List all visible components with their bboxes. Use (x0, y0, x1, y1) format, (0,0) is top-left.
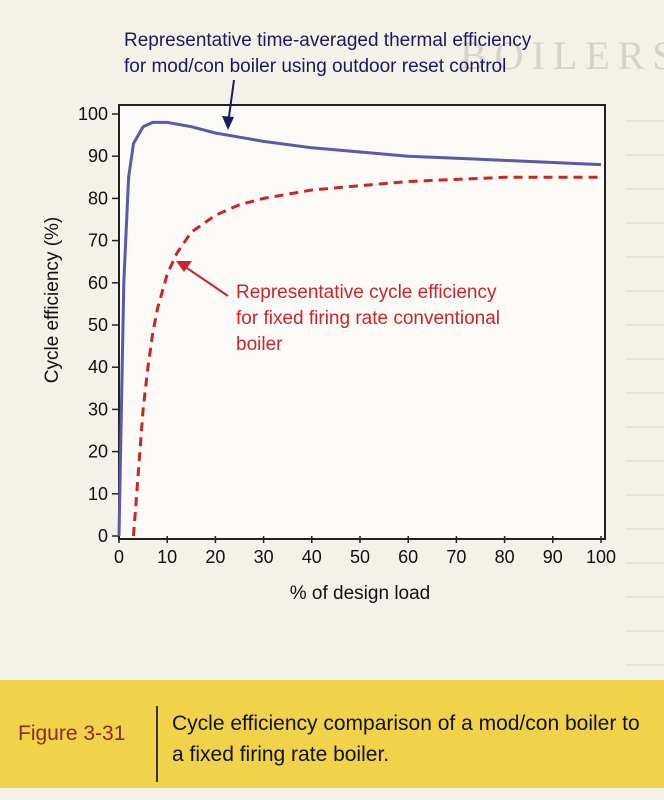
fixed-arrow (183, 265, 229, 297)
x-axis-label: % of design load (290, 583, 431, 604)
fixed-firing-efficiency-line (132, 175, 601, 537)
modcon-arrowhead (222, 116, 234, 130)
y-tick-label: 20 (88, 442, 108, 462)
efficiency-chart: 0 10 20 30 40 50 60 70 80 90 100 0 10 20 30 40 50 60 70 80 9… (42, 30, 616, 604)
x-tick-label: 70 (446, 547, 466, 567)
caption-divider (156, 706, 158, 782)
y-tick-label: 50 (88, 315, 108, 335)
x-tick-label: 80 (495, 547, 515, 567)
modcon-annotation-line2: for mod/con boiler using outdoor reset c… (124, 56, 506, 77)
fixed-annotation: Representative cycle efficiency for fixe… (176, 261, 500, 355)
x-tick-label: 90 (543, 547, 563, 567)
modcon-annotation-line1: Representative time-averaged thermal eff… (124, 30, 532, 51)
caption-band (0, 680, 664, 788)
y-tick-label: 90 (88, 146, 108, 166)
y-tick-label: 100 (78, 104, 108, 124)
y-tick-label: 60 (88, 273, 108, 293)
y-axis-label: Cycle efficiency (%) (42, 217, 63, 383)
y-tick-label: 70 (88, 231, 108, 251)
fixed-annotation-line1: Representative cycle efficiency (236, 282, 497, 303)
y-tick-label: 10 (88, 484, 108, 504)
fixed-annotation-line2: for fixed firing rate conventional (236, 308, 500, 329)
plot-area (118, 104, 606, 540)
y-tick-label: 40 (88, 357, 108, 377)
figure-caption: Cycle efficiency comparison of a mod/con… (172, 712, 640, 766)
x-tick-label: 20 (205, 547, 225, 567)
modcon-efficiency-line (117, 120, 602, 537)
y-tick-label: 30 (88, 399, 108, 419)
x-tick-label: 100 (586, 547, 616, 567)
x-tick-label: 60 (398, 547, 418, 567)
background-text-texture (626, 120, 664, 680)
modcon-annotation: Representative time-averaged thermal eff… (124, 30, 532, 130)
figure-number: Figure 3-31 (18, 722, 126, 745)
y-tick-label: 80 (88, 188, 108, 208)
x-tick-label: 40 (302, 547, 322, 567)
x-tick-label: 10 (157, 547, 177, 567)
x-tick-label: 50 (350, 547, 370, 567)
page-header: BOILERS (460, 33, 664, 78)
x-tick-label: 30 (254, 547, 274, 567)
y-tick-label: 0 (98, 526, 108, 546)
data-series (117, 120, 602, 537)
fixed-arrowhead (176, 261, 192, 272)
axis-ticks: 0 10 20 30 40 50 60 70 80 90 100 0 10 20 30 40 50 60 70 80 9… (78, 104, 616, 567)
fixed-annotation-line3: boiler (236, 334, 283, 355)
x-tick-label: 0 (114, 547, 124, 567)
